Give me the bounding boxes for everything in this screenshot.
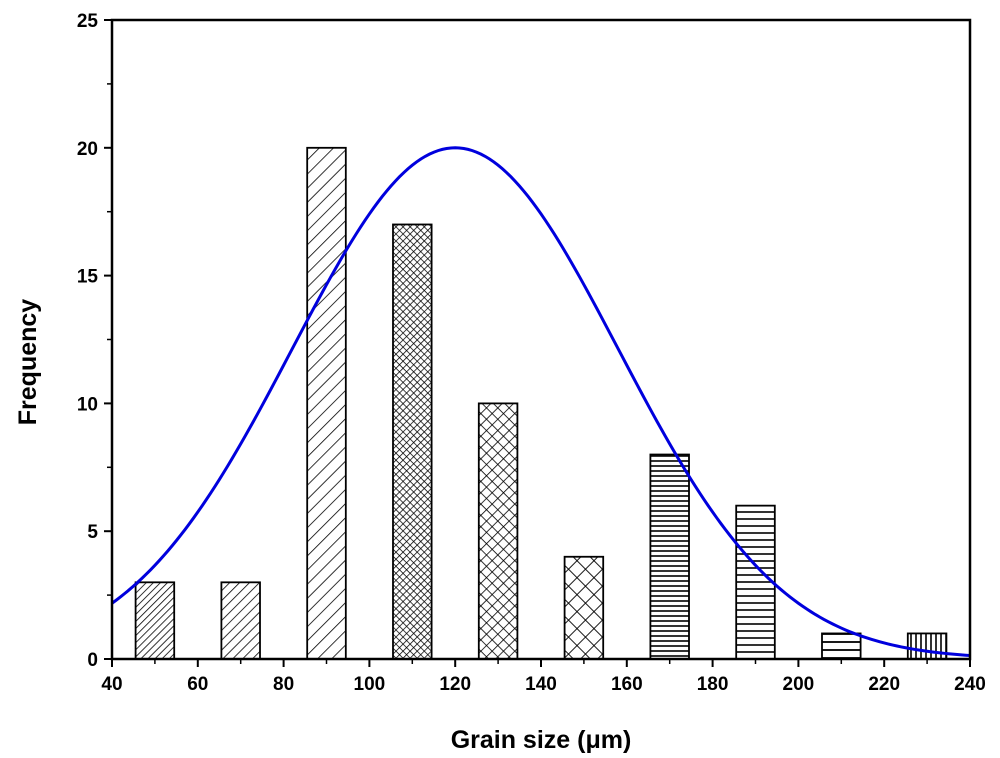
x-tick-label: 40 [101, 674, 122, 695]
x-tick-label: 60 [187, 674, 208, 695]
x-tick-label: 160 [611, 674, 643, 695]
x-tick-label: 80 [273, 674, 294, 695]
x-tick-label: 220 [868, 674, 900, 695]
bars-layer [134, 146, 948, 660]
histogram-bar-7 [649, 453, 690, 660]
y-axis-title: Frequency [14, 299, 42, 426]
histogram-bar-10 [906, 632, 948, 660]
histogram-bar-3 [306, 146, 347, 660]
x-tick-label: 140 [525, 674, 557, 695]
histogram-bar-6 [563, 555, 605, 660]
x-axis-title: Grain size (μm) [451, 726, 632, 754]
x-tick-label: 180 [697, 674, 729, 695]
y-tick-label: 15 [77, 267, 99, 288]
y-tick-label: 20 [77, 139, 98, 160]
histogram-bar-2 [220, 581, 261, 660]
histogram-bar-5 [477, 402, 519, 660]
histogram-bar-4 [392, 223, 433, 660]
x-tick-label: 240 [954, 674, 986, 695]
gaussian-fit-curve [111, 146, 971, 658]
x-tick-label: 120 [439, 674, 471, 695]
plot-frame [110, 18, 972, 661]
x-tick-label: 100 [354, 674, 386, 695]
fit-curve-layer [111, 146, 971, 658]
y-tick-label: 0 [87, 650, 98, 671]
y-tick-label: 10 [77, 394, 98, 415]
x-tick-label: 200 [783, 674, 815, 695]
y-axis: 0 5 10 15 20 25 [77, 11, 112, 671]
histogram-bar-1 [134, 581, 176, 660]
y-tick-label: 25 [77, 11, 99, 32]
y-tick-label: 5 [87, 522, 98, 543]
x-axis: 40 60 80 100 120 140 160 180 200 220 240 [101, 659, 986, 695]
histogram-bar-8 [735, 504, 776, 660]
histogram-bar-9 [821, 632, 862, 660]
